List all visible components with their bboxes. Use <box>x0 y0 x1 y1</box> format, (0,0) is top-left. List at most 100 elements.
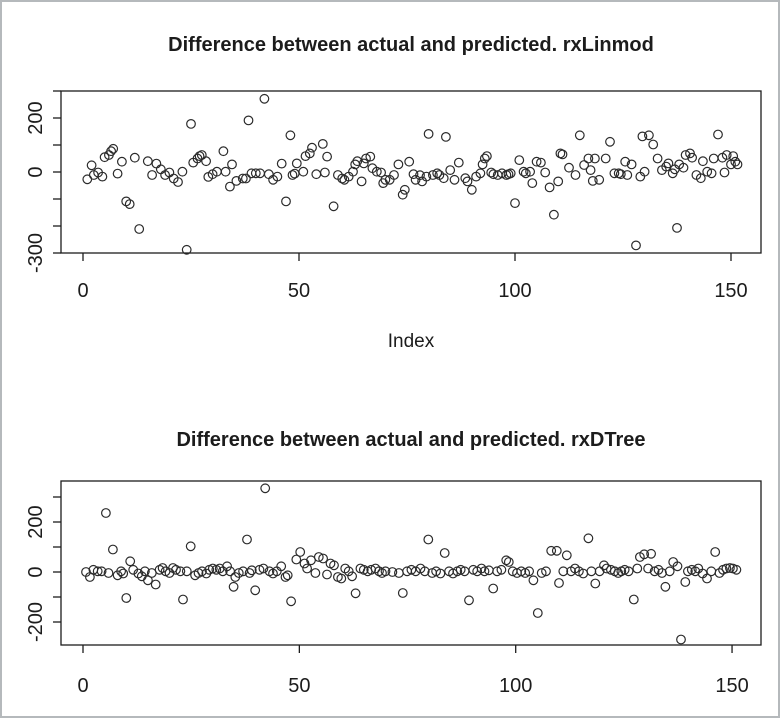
data-point <box>181 244 192 255</box>
data-point <box>719 167 730 178</box>
data-point <box>194 151 205 162</box>
data-point <box>347 571 358 582</box>
data-point <box>304 148 315 159</box>
data-point <box>599 560 609 571</box>
data-point <box>680 577 691 587</box>
data-point <box>421 171 432 182</box>
data-point <box>564 162 574 173</box>
data-point <box>358 158 369 169</box>
data-point <box>276 561 287 572</box>
x-tick-label: 50 <box>288 675 310 697</box>
data-point <box>243 115 254 126</box>
data-point <box>514 155 525 166</box>
data-point <box>620 156 631 167</box>
data-point <box>259 93 270 104</box>
data-point <box>281 196 291 207</box>
data-point <box>242 534 252 545</box>
data-point <box>639 166 650 177</box>
data-point <box>356 176 367 187</box>
data-point <box>370 563 381 574</box>
data-point <box>501 555 512 566</box>
data-point <box>376 167 387 178</box>
data-point <box>394 568 404 578</box>
data-point <box>263 169 274 180</box>
data-point <box>408 169 419 180</box>
data-point <box>393 159 404 170</box>
data-point <box>286 596 297 607</box>
data-point <box>233 568 244 578</box>
plot-box <box>60 90 762 254</box>
data-point <box>307 142 317 153</box>
data-point <box>227 159 237 170</box>
data-point <box>228 581 239 592</box>
data-point <box>116 566 126 577</box>
data-point <box>419 566 430 577</box>
data-point <box>464 595 474 606</box>
data-point <box>155 164 166 175</box>
data-point <box>399 184 410 195</box>
plot1-scatter-rxlinmod: 0 50 100 150 200 0 -300 <box>25 90 762 302</box>
data-point <box>287 170 298 180</box>
data-point <box>254 564 265 575</box>
data-point <box>553 176 564 187</box>
data-point <box>124 199 135 210</box>
data-point <box>428 170 438 180</box>
data-point <box>214 563 225 574</box>
data-point <box>731 564 742 575</box>
data-point <box>220 166 231 177</box>
data-point <box>181 566 192 577</box>
data-point <box>185 541 196 552</box>
data-point <box>445 165 456 176</box>
data-point <box>311 169 322 180</box>
data-point <box>587 175 598 186</box>
data-point <box>531 156 542 167</box>
x-tick-label: 150 <box>714 280 747 302</box>
data-point <box>657 568 667 578</box>
data-point <box>352 156 363 167</box>
plot-box <box>60 480 762 646</box>
data-point <box>320 167 330 178</box>
data-point <box>527 178 538 189</box>
data-point <box>708 153 719 164</box>
y-tick-label: 200 <box>25 505 47 538</box>
data-point <box>678 162 689 173</box>
data-point <box>653 564 664 575</box>
data-point <box>313 552 324 562</box>
data-point <box>295 547 306 557</box>
data-point <box>609 168 620 179</box>
data-point <box>639 549 650 560</box>
data-point <box>387 567 398 577</box>
data-point <box>125 556 136 567</box>
data-point <box>488 583 499 594</box>
data-point <box>482 151 492 162</box>
data-point <box>462 176 473 187</box>
data-point <box>92 566 103 577</box>
x-tick-label: 0 <box>77 280 88 302</box>
data-point <box>698 156 708 167</box>
data-point <box>97 171 108 182</box>
x-tick-label: 100 <box>498 280 531 302</box>
data-point <box>583 533 594 544</box>
data-point <box>107 544 118 555</box>
data-point <box>706 566 717 577</box>
data-point <box>173 177 183 187</box>
data-point <box>260 483 271 494</box>
data-point <box>415 170 425 181</box>
data-point <box>570 170 581 180</box>
data-point <box>108 143 119 154</box>
data-point <box>329 560 339 571</box>
data-point <box>680 150 691 160</box>
data-point <box>250 168 261 179</box>
data-point <box>116 156 127 167</box>
data-point <box>496 564 507 575</box>
data-point <box>258 563 269 574</box>
data-point <box>549 209 559 220</box>
data-point <box>476 563 487 574</box>
y-tick-label: -300 <box>25 233 47 273</box>
data-point <box>551 545 562 556</box>
data-point <box>652 153 663 164</box>
plot2-title: Difference between actual and predicted.… <box>176 429 645 451</box>
data-point <box>479 153 490 164</box>
data-point <box>660 581 671 592</box>
data-point <box>423 534 434 545</box>
